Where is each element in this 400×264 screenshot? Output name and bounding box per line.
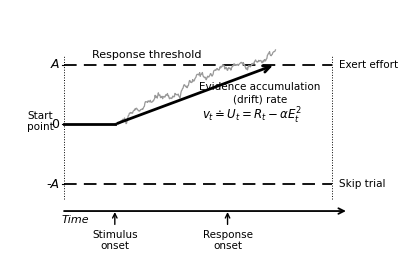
Text: 0: 0 [51,118,59,131]
Text: Stimulus
onset: Stimulus onset [92,230,138,251]
Text: Response
onset: Response onset [202,230,252,251]
Text: Skip trial: Skip trial [339,179,385,189]
Text: Time: Time [61,215,89,225]
Text: A: A [50,58,59,71]
Text: Response threshold: Response threshold [92,50,202,60]
Text: Exert effort: Exert effort [339,60,398,69]
Text: -A: -A [46,178,59,191]
Text: $v_t \doteq U_t = R_t - \alpha E_t^2$: $v_t \doteq U_t = R_t - \alpha E_t^2$ [202,106,302,126]
Text: Evidence accumulation
(drift) rate: Evidence accumulation (drift) rate [199,82,321,104]
Text: Start
point: Start point [27,111,54,132]
